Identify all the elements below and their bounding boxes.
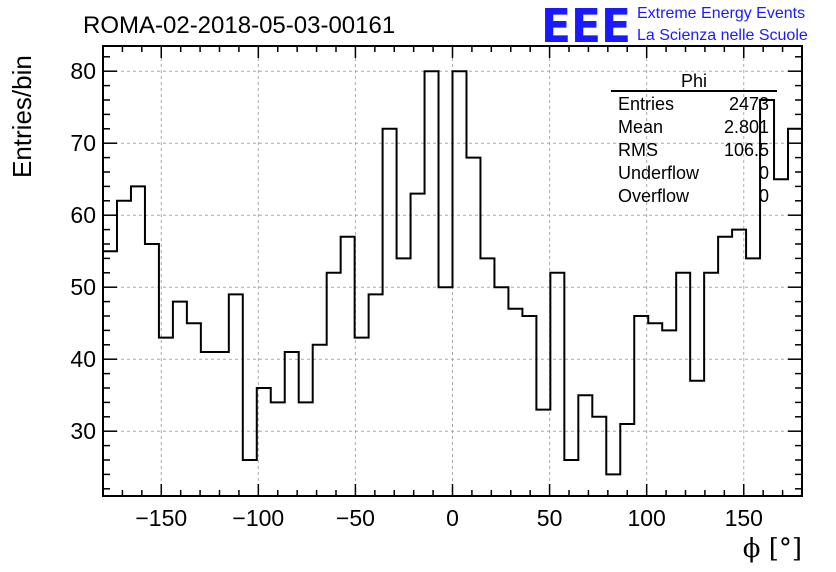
histogram-bin: [676, 273, 690, 496]
stats-title: Phi: [681, 71, 707, 91]
histogram-bin: [215, 352, 229, 496]
histogram-bin: [522, 316, 536, 496]
histogram-bin: [550, 273, 564, 496]
x-tick-label: 50: [537, 505, 563, 531]
histogram-bin: [411, 194, 425, 496]
histogram-bin: [690, 381, 704, 496]
stats-value-overflow: 0: [759, 186, 769, 206]
histogram-bin: [243, 460, 257, 496]
axis-ticks: [102, 46, 803, 496]
eee-logo-mark: EEE: [541, 0, 631, 53]
run-title: ROMA-02-2018-05-03-00161: [83, 12, 395, 39]
stats-label-overflow: Overflow: [618, 186, 690, 206]
stats-label-rms: RMS: [618, 140, 658, 160]
y-tick-label: 30: [70, 418, 96, 444]
histogram-bin: [718, 237, 732, 496]
stats-label-mean: Mean: [618, 117, 663, 137]
histogram-bin: [466, 158, 480, 496]
histogram-bin: [453, 71, 467, 496]
stats-box: Phi Entries 2473 Mean 2.801 RMS 106.5 Un…: [611, 71, 777, 206]
x-tick-label: −100: [232, 505, 284, 531]
histogram-bin: [397, 258, 411, 496]
histogram-bin: [746, 258, 760, 496]
y-tick-labels: 30 40 50 60 70 80: [70, 58, 96, 444]
y-tick-label: 40: [70, 346, 96, 372]
y-axis-label: Entries/bin: [7, 55, 37, 178]
histogram-bin: [536, 410, 550, 496]
histogram-bin: [187, 323, 201, 496]
histogram-step-line: [103, 70, 802, 476]
histogram-bin: [788, 129, 802, 496]
histogram-bin: [369, 294, 383, 496]
histogram-bin: [634, 316, 648, 496]
x-tick-label: 100: [627, 505, 665, 531]
histogram-bin: [313, 345, 327, 496]
histogram-bin: [439, 287, 453, 496]
histogram-bin: [620, 424, 634, 496]
histogram-bin: [383, 129, 397, 496]
histogram-bin: [425, 71, 439, 496]
histogram-bin: [341, 237, 355, 496]
histogram-bin: [648, 323, 662, 496]
histogram-bin: [662, 330, 676, 496]
eee-logo: EEE Extreme Energy Events La Scienza nel…: [541, 0, 808, 53]
histogram-bin: [774, 179, 788, 496]
histogram-bin: [131, 186, 145, 496]
x-tick-label: −50: [336, 505, 375, 531]
histogram-bin: [117, 201, 131, 496]
histogram-bin: [355, 338, 369, 496]
x-tick-label: −150: [135, 505, 187, 531]
histogram-bin: [173, 302, 187, 496]
stats-value-mean: 2.801: [724, 117, 769, 137]
histogram-bin: [201, 352, 215, 496]
histogram-bin: [299, 402, 313, 496]
stats-value-entries: 2473: [729, 94, 769, 114]
logo-line-1: Extreme Energy Events: [637, 5, 805, 22]
x-tick-labels: −150 −100 −50 0 50 100 150: [135, 505, 763, 531]
histogram-bin: [704, 273, 718, 496]
logo-line-2: La Scienza nelle Scuole: [637, 27, 808, 44]
histogram-bin: [508, 309, 522, 496]
stats-label-underflow: Underflow: [618, 163, 700, 183]
x-tick-label: 0: [446, 505, 459, 531]
y-tick-label: 80: [70, 58, 96, 84]
histogram-bin: [578, 395, 592, 496]
stats-value-underflow: 0: [759, 163, 769, 183]
x-tick-label: 150: [725, 505, 763, 531]
histogram-bin: [494, 287, 508, 496]
histogram-bin: [257, 388, 271, 496]
histogram-bin: [229, 294, 243, 496]
histogram-bin: [327, 273, 341, 496]
histogram-bin: [564, 460, 578, 496]
histogram-bin: [285, 352, 299, 496]
histogram-bin: [592, 417, 606, 496]
histogram-bin: [145, 244, 159, 496]
histogram-bin: [480, 258, 494, 496]
histogram-bin: [271, 402, 285, 496]
x-axis-label: ϕ [°]: [743, 534, 802, 564]
stats-label-entries: Entries: [618, 94, 674, 114]
y-tick-label: 60: [70, 202, 96, 228]
stats-value-rms: 106.5: [724, 140, 769, 160]
y-tick-label: 70: [70, 130, 96, 156]
y-tick-label: 50: [70, 274, 96, 300]
